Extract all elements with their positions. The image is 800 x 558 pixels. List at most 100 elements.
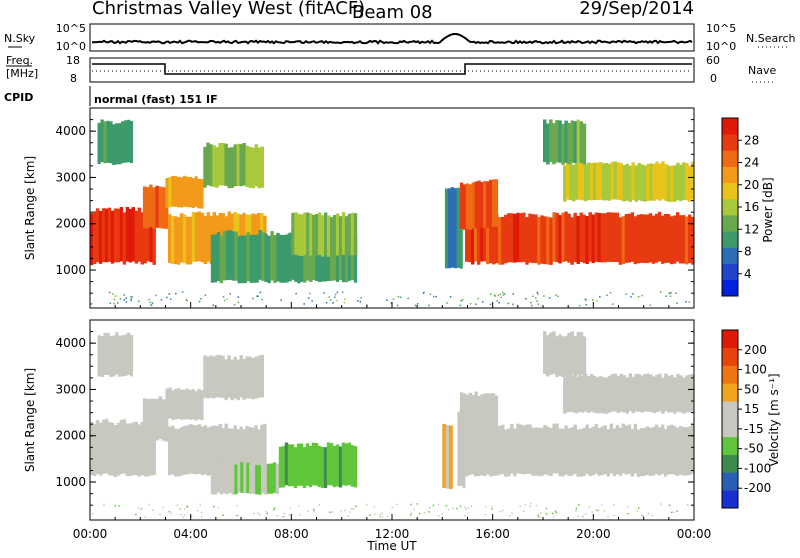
power-echo-cell: [273, 235, 277, 283]
power-ytick-label: 1000: [55, 263, 86, 277]
velocity-echo-cell: [107, 422, 112, 476]
power-echo-cell: [353, 234, 358, 283]
velocity-scatter-dot: [168, 510, 171, 513]
velocity-echo-cell: [585, 424, 589, 474]
velocity-scatter-dot: [288, 514, 291, 516]
velocity-echo-cell: [122, 419, 127, 474]
noise-sky-line: [91, 33, 693, 45]
power-echo-cell: [575, 162, 579, 200]
power-echo-cell: [673, 165, 677, 202]
power-echo-cell: [206, 142, 210, 186]
power-echo-cell: [534, 214, 538, 264]
power-scatter-dot: [512, 293, 514, 295]
velocity-echo-cell: [254, 356, 258, 399]
velocity-scatter-dot: [313, 508, 315, 511]
velocity-echo-cell: [249, 464, 253, 494]
velocity-echo-cell: [317, 445, 322, 488]
velocity-echo-cell: [225, 464, 229, 495]
power-scatter-dot: [113, 298, 116, 301]
power-echo-cell: [315, 232, 319, 281]
power-scatter-dot: [502, 291, 504, 294]
velocity-echo-cell: [534, 427, 538, 476]
power-echo-cell: [254, 144, 258, 187]
velocity-scatter-dot: [266, 512, 268, 515]
velocity-echo-cell: [670, 375, 674, 413]
velocity-scatter-dot: [535, 504, 538, 507]
velocity-scatter-dot: [555, 511, 557, 514]
velocity-echo-cell: [93, 423, 97, 477]
power-echo-cell: [330, 217, 334, 258]
velocity-scatter-dot: [522, 510, 525, 512]
velocity-echo-region: [278, 442, 358, 488]
power-echo-cell: [604, 163, 609, 201]
velocity-scatter-dot: [511, 512, 513, 514]
velocity-echo-cell: [592, 375, 597, 413]
velocity-scatter-dot: [676, 510, 678, 512]
velocity-scatter-dot: [545, 507, 547, 509]
power-scatter-dot: [578, 304, 581, 307]
power-echo-cell: [171, 215, 175, 264]
power-echo-cell: [676, 162, 680, 201]
power-scatter-dot: [557, 295, 559, 298]
power-scatter-dot: [414, 304, 417, 307]
velocity-colorbar-label: Velocity [m s⁻¹]: [767, 373, 781, 466]
velocity-echo-cell: [203, 355, 207, 398]
power-echo-cell: [491, 179, 496, 227]
velocity-scatter-dot: [114, 505, 117, 507]
velocity-echo-cell: [174, 389, 178, 420]
power-scatter-dot: [428, 304, 430, 307]
velocity-echo-cell: [185, 388, 190, 419]
power-echo-cell: [237, 235, 241, 284]
velocity-echo-cell: [104, 418, 109, 474]
power-colorbar-swatch: [722, 166, 738, 183]
power-echo-cell: [579, 212, 583, 262]
power-echo-cell: [642, 214, 647, 264]
power-echo-cell: [197, 178, 201, 209]
power-scatter-dot: [160, 299, 163, 301]
power-echo-cell: [567, 123, 571, 165]
power-scatter-dot: [336, 299, 338, 302]
power-echo-cell: [552, 123, 556, 165]
velocity-echo-region: [459, 391, 499, 442]
velocity-echo-cell: [314, 443, 319, 486]
power-scatter-dot: [497, 294, 500, 297]
power-scatter-dot: [469, 303, 472, 305]
power-echo-cell: [471, 216, 475, 265]
velocity-echo-cell: [474, 391, 478, 439]
cpid-text: normal (fast) 151 IF: [94, 93, 218, 106]
velocity-echo-cell: [260, 354, 264, 398]
velocity-echo-cell: [228, 462, 232, 493]
power-echo-cell: [270, 231, 274, 281]
velocity-echo-cell: [251, 358, 255, 400]
velocity-echo-cell: [258, 465, 262, 495]
power-echo-cell: [525, 217, 529, 265]
power-echo-cell: [180, 177, 184, 208]
velocity-echo-cell: [245, 425, 249, 475]
power-echo-region: [165, 175, 204, 209]
power-echo-cell: [155, 185, 159, 228]
power-scatter-dot: [649, 304, 651, 306]
power-colorbar-swatch: [722, 150, 738, 167]
power-echo-cell: [627, 213, 632, 263]
velocity-echo-cell: [197, 424, 202, 474]
power-echo-cell: [594, 212, 598, 262]
velocity-echo-cell: [224, 359, 228, 401]
velocity-echo-cell: [143, 424, 147, 477]
velocity-ytick-label: 1000: [55, 475, 86, 489]
velocity-echo-cell: [329, 443, 334, 486]
velocity-echo-cell: [126, 332, 131, 375]
freq-panel-frame: [89, 57, 695, 83]
power-echo-cell: [570, 120, 574, 163]
power-echo-cell: [597, 212, 601, 263]
power-scatter-dot: [399, 296, 402, 298]
velocity-echo-cell: [326, 442, 331, 486]
power-echo-cell: [240, 235, 244, 284]
velocity-echo-cell: [631, 376, 635, 414]
power-scatter-dot: [494, 295, 496, 297]
power-echo-cell: [210, 234, 215, 283]
power-echo-cell: [179, 213, 184, 263]
power-scatter-dot: [449, 296, 452, 298]
velocity-scatter-dot: [423, 512, 426, 514]
power-echo-cell: [165, 178, 169, 208]
velocity-echo-cell: [636, 429, 641, 477]
